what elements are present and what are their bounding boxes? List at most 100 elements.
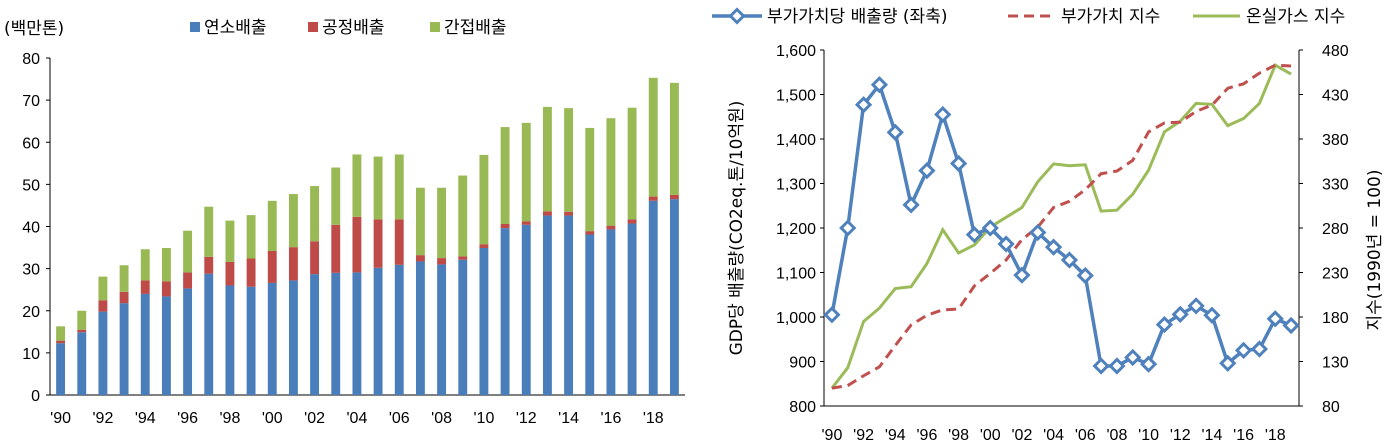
bar-combustion [500, 228, 510, 395]
x-tick-label: '16 [600, 410, 621, 427]
bar-indirect [267, 200, 277, 251]
bar-indirect [458, 175, 468, 257]
intensity-marker [1250, 340, 1269, 358]
y-tick-label: 20 [22, 304, 40, 321]
legend-label: 공정배출 [322, 18, 385, 38]
legend-swatch-2 [308, 22, 318, 32]
bar-combustion [606, 229, 616, 395]
bar-combustion [56, 343, 66, 395]
y-tick-label: 0 [31, 388, 40, 405]
left-y-tick-label: 1,200 [776, 221, 816, 238]
left-y-tick-label: 1,000 [776, 310, 816, 327]
x-tick-label: '14 [558, 410, 579, 427]
bar-process [458, 256, 468, 260]
intensity-marker [1219, 354, 1237, 372]
bar-indirect [542, 106, 552, 212]
bar-process [648, 196, 658, 201]
bar-indirect [140, 249, 150, 281]
bar-combustion [119, 303, 129, 395]
bar-process [373, 219, 383, 268]
intensity-marker [1029, 223, 1047, 242]
left-axis-title: GDP당 배출량(CO2eq.톤/10억원) [727, 101, 747, 356]
bar-combustion [479, 247, 489, 395]
x-tick-label: '10 [1138, 427, 1159, 442]
bar-indirect [373, 156, 383, 220]
bar-process [542, 211, 552, 216]
y-tick-label: 50 [22, 177, 40, 194]
x-tick-label: '04 [1043, 427, 1064, 442]
bar-combustion [373, 267, 383, 395]
intensity-marker [965, 226, 984, 244]
bar-process [161, 281, 171, 297]
right-y-tick-label: 380 [1322, 132, 1349, 149]
bar-combustion [415, 261, 425, 395]
bar-indirect [288, 194, 298, 248]
bar-combustion [585, 234, 595, 395]
bar-process [204, 256, 214, 274]
intensity-marker [1044, 238, 1063, 256]
x-tick-label: '00 [262, 410, 283, 427]
y-tick-label: 30 [22, 262, 40, 279]
bar-indirect [352, 154, 362, 217]
x-tick-label: '94 [135, 410, 156, 427]
x-tick-label: '18 [1265, 427, 1286, 442]
intensity-marker [934, 105, 952, 124]
bar-combustion [648, 200, 658, 395]
x-tick-label: '04 [346, 410, 367, 427]
y-tick-label: 80 [22, 51, 40, 68]
x-tick-label: '02 [304, 410, 325, 427]
x-tick-label: '96 [177, 410, 198, 427]
intensity-marker [918, 161, 936, 180]
bar-indirect [521, 122, 531, 222]
legend-label: 연소배출 [204, 18, 267, 38]
bar-process [140, 280, 150, 294]
x-tick-label: '16 [1233, 427, 1254, 442]
bar-indirect [606, 118, 616, 226]
x-tick-label: '02 [1011, 427, 1032, 442]
x-tick-label: '10 [473, 410, 494, 427]
left-y-tick-label: 900 [789, 355, 816, 372]
bar-process [415, 255, 425, 262]
bar-process [56, 340, 66, 344]
intensity-marker [839, 219, 857, 237]
bar-indirect [437, 187, 447, 259]
bar-process [225, 261, 235, 286]
intensity-marker [1234, 341, 1253, 359]
y-tick-label: 10 [22, 346, 40, 363]
bar-combustion [437, 264, 447, 395]
right-y-tick-label: 180 [1322, 310, 1349, 327]
bar-indirect [119, 265, 129, 292]
x-tick-label: '94 [885, 427, 906, 442]
x-tick-label: '18 [643, 410, 664, 427]
bar-process [669, 194, 679, 200]
bar-combustion [669, 199, 679, 395]
left-y-tick-label: 1,300 [776, 177, 816, 194]
bar-combustion [564, 215, 574, 395]
bar-combustion [331, 272, 341, 395]
bar-combustion [394, 264, 404, 395]
bar-indirect [183, 230, 193, 273]
bar-combustion [161, 296, 171, 395]
intensity-marker [902, 196, 920, 214]
intensity-marker [886, 123, 904, 141]
intensity-marker [1282, 316, 1300, 335]
intensity-marker [1060, 251, 1079, 269]
intensity-marker [854, 96, 873, 114]
bar-combustion [246, 286, 256, 395]
intensity-marker [1092, 357, 1110, 375]
bar-combustion [352, 272, 362, 395]
x-tick-label: '98 [948, 427, 969, 442]
intensity-marker [823, 306, 841, 324]
intensity-marker [1266, 310, 1284, 328]
bar-combustion [288, 280, 298, 395]
legend-swatch-1 [190, 22, 200, 32]
bar-process [437, 258, 447, 265]
legend-label: 간접배출 [444, 18, 507, 38]
x-tick-label: '92 [92, 410, 113, 427]
bar-process [77, 329, 87, 333]
intensity-marker [1171, 305, 1189, 323]
legend-marker-intensity [728, 7, 746, 25]
bar-indirect [246, 215, 256, 259]
x-tick-label: '14 [1201, 427, 1222, 442]
